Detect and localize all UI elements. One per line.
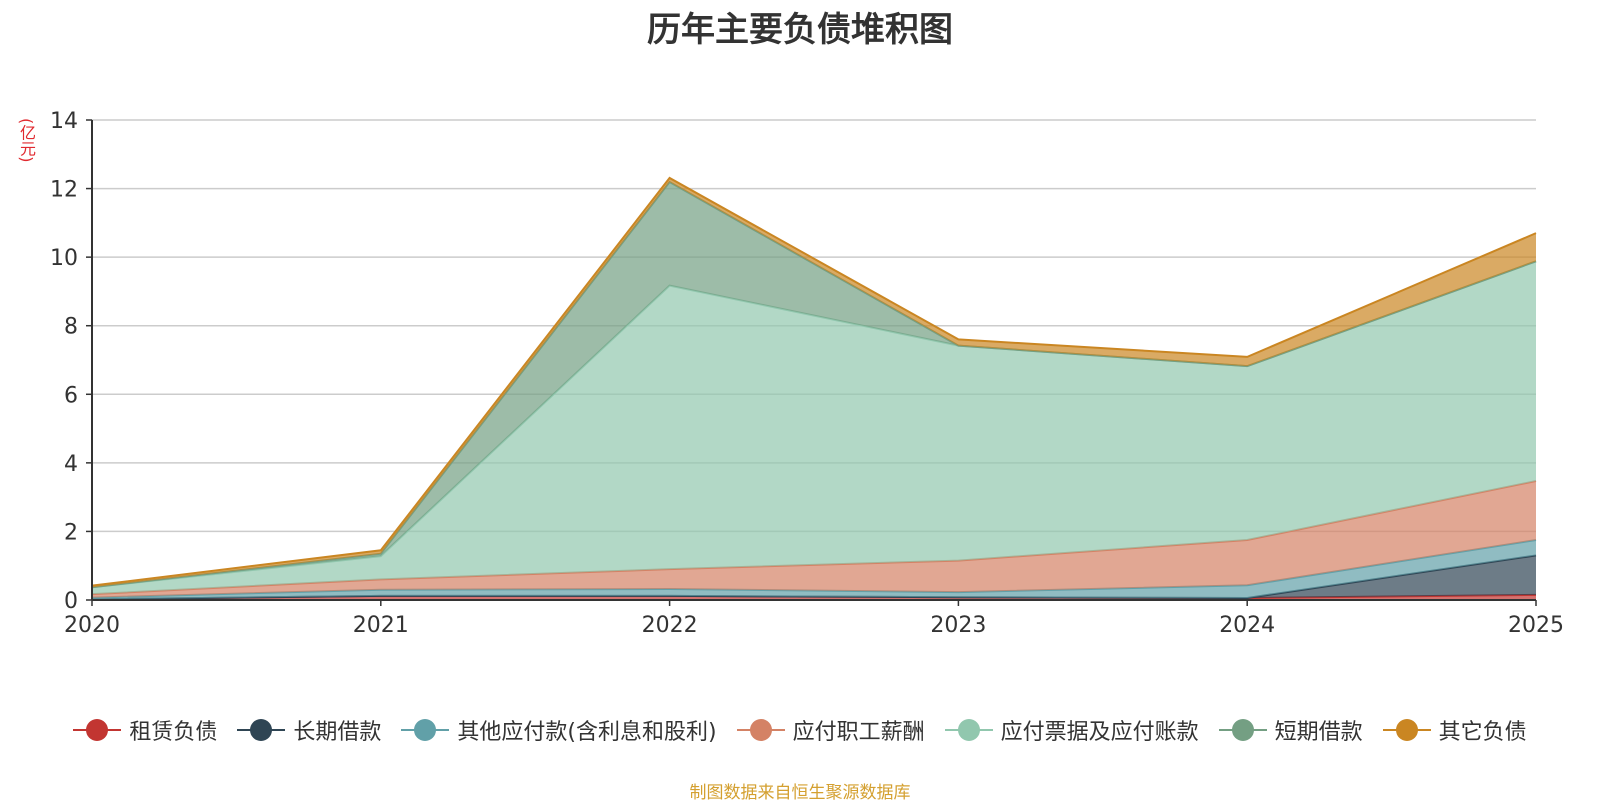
legend-label: 应付职工薪酬 bbox=[792, 720, 925, 745]
legend-marker-icon bbox=[736, 719, 785, 741]
area-series-1 bbox=[92, 555, 1536, 600]
area-series-4 bbox=[92, 261, 1536, 595]
axes: 0 2 4 6 8 10 12 14 2020 2021 2022 2023 2024 2025 bbox=[50, 109, 1564, 638]
legend-item[interactable]: 其它负债 bbox=[1382, 714, 1527, 746]
legend-marker-icon bbox=[73, 719, 122, 741]
legend-label: 应付票据及应付账款 bbox=[1000, 720, 1199, 745]
y-tick-label: 6 bbox=[64, 383, 78, 408]
x-tick-label: 2024 bbox=[1219, 613, 1275, 638]
legend-item[interactable]: 租赁负债 bbox=[73, 714, 217, 746]
y-tick-label: 8 bbox=[64, 315, 78, 340]
legend-marker-icon bbox=[1218, 719, 1267, 741]
legend-label: 其他应付款(含利息和股利) bbox=[457, 720, 717, 745]
y-tick-label: 14 bbox=[50, 109, 78, 134]
y-tick-label: 0 bbox=[64, 589, 78, 614]
area-series-3 bbox=[92, 481, 1536, 598]
legend-marker-icon bbox=[1382, 719, 1431, 741]
legend-marker-icon bbox=[944, 719, 993, 741]
x-tick-label: 2023 bbox=[930, 613, 986, 638]
y-tick-label: 2 bbox=[64, 520, 78, 545]
area-series-6-line bbox=[91, 176, 1537, 587]
x-tick-label: 2025 bbox=[1508, 613, 1564, 638]
area-series bbox=[91, 176, 1537, 601]
legend-label: 短期借款 bbox=[1274, 720, 1363, 745]
chart-title: 历年主要负债堆积图 bbox=[647, 10, 953, 50]
legend-item[interactable]: 其他应付款(含利息和股利) bbox=[401, 714, 717, 746]
area-series-5 bbox=[92, 182, 1536, 588]
legend-marker-icon bbox=[237, 719, 286, 741]
legend-label: 其它负债 bbox=[1438, 720, 1527, 745]
y-tick-label: 10 bbox=[50, 246, 78, 271]
legend-item[interactable]: 应付职工薪酬 bbox=[736, 714, 925, 746]
legend-label: 租赁负债 bbox=[129, 720, 218, 745]
source-note: 制图数据来自恒生聚源数据库 bbox=[689, 783, 911, 803]
y-tick-label: 4 bbox=[64, 452, 78, 477]
area-series-1-line bbox=[91, 554, 1537, 601]
x-tick-label: 2021 bbox=[353, 613, 409, 638]
legend: 租赁负债 长期借款 其他应付款(含利息和股利) 应付职工薪酬 应付票据及应付账款 短期借款… bbox=[0, 713, 1600, 747]
y-axis-unit-label: (亿元) bbox=[17, 118, 36, 163]
legend-marker-icon bbox=[401, 719, 450, 741]
legend-item[interactable]: 长期借款 bbox=[237, 714, 381, 746]
y-tick-label: 12 bbox=[50, 178, 78, 203]
x-tick-label: 2022 bbox=[642, 613, 698, 638]
legend-label: 长期借款 bbox=[293, 720, 382, 745]
legend-item[interactable]: 应付票据及应付账款 bbox=[944, 714, 1199, 746]
legend-item[interactable]: 短期借款 bbox=[1218, 714, 1363, 746]
x-tick-label: 2020 bbox=[64, 613, 120, 638]
